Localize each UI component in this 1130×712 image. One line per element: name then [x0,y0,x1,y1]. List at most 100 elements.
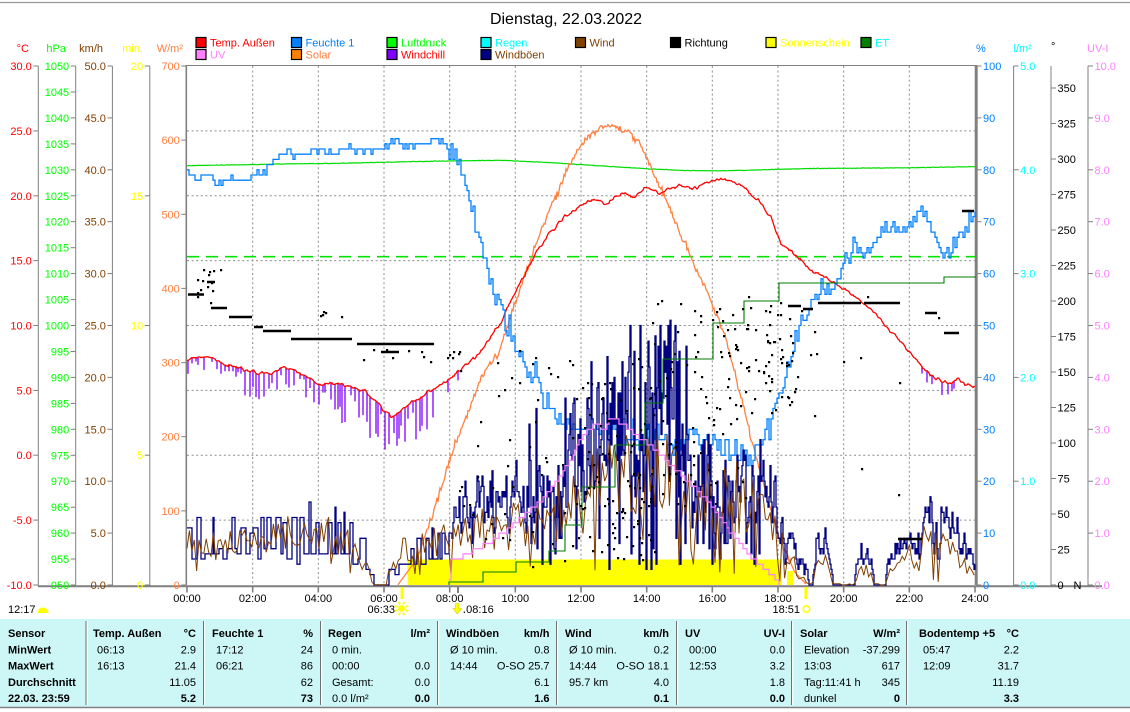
svg-text:40: 40 [983,372,995,384]
svg-text:965: 965 [51,502,69,514]
svg-text:125: 125 [1058,403,1076,415]
svg-text:10:00: 10:00 [502,593,530,605]
svg-text:Sonnenschein: Sonnenschein [780,38,850,50]
svg-text:Bodentemp +5: Bodentemp +5 [919,628,995,640]
svg-text:1000: 1000 [45,321,69,333]
svg-text:0: 0 [983,580,989,592]
svg-text:Wind: Wind [565,628,592,640]
svg-text:20: 20 [983,476,995,488]
svg-text:Gesamt:: Gesamt: [332,677,374,689]
svg-text:50.0: 50.0 [84,61,105,73]
svg-text:980: 980 [51,424,69,436]
svg-text:30.0: 30.0 [10,61,31,73]
svg-text:°C: °C [184,628,196,640]
svg-text:-5.0: -5.0 [13,515,32,527]
svg-text:25.0: 25.0 [10,126,31,138]
svg-text:4.0: 4.0 [1020,165,1035,177]
svg-text:Windböen: Windböen [446,628,499,640]
svg-text:950: 950 [51,580,69,592]
svg-text:12:09: 12:09 [923,661,951,673]
svg-text:1040: 1040 [45,113,69,125]
svg-text:11.19: 11.19 [992,677,1019,689]
svg-text:N: N [1074,580,1082,592]
svg-text:Regen: Regen [328,628,362,640]
svg-text:0.0: 0.0 [17,450,32,462]
svg-text:0.2: 0.2 [654,644,669,656]
svg-text:0: 0 [137,580,143,592]
svg-text:Dienstag, 22.03.2022: Dienstag, 22.03.2022 [490,11,642,28]
svg-text:4.0: 4.0 [654,677,669,689]
svg-text:Temp. Außen: Temp. Außen [93,628,162,640]
svg-text:0.0 l/m²: 0.0 l/m² [332,693,369,705]
svg-text:5.0: 5.0 [1095,321,1110,333]
svg-text:10.0: 10.0 [10,321,31,333]
svg-text:0.0: 0.0 [91,580,106,592]
svg-text:W/m²: W/m² [873,628,900,640]
svg-text:345: 345 [882,677,900,689]
svg-text:0.0: 0.0 [770,644,785,656]
svg-text:1025: 1025 [45,191,69,203]
svg-text:8.0: 8.0 [1095,165,1110,177]
svg-text:․08:16: ․08:16 [463,604,494,616]
svg-text:1035: 1035 [45,139,69,151]
svg-text:1.8: 1.8 [770,677,785,689]
svg-text:°: ° [1051,41,1055,53]
svg-text:3.0: 3.0 [1020,269,1035,281]
svg-text:11.05: 11.05 [169,677,196,689]
svg-text:%: % [976,43,986,55]
svg-text:600: 600 [161,135,179,147]
svg-text:°C: °C [1007,628,1019,640]
svg-text:1050: 1050 [45,61,69,73]
svg-text:3.3: 3.3 [1004,693,1019,705]
svg-text:150: 150 [1058,367,1076,379]
svg-text:17:12: 17:12 [216,644,244,656]
svg-text:14:44: 14:44 [569,661,597,673]
svg-text:km/h: km/h [524,628,550,640]
svg-text:300: 300 [1058,154,1076,166]
svg-text:00:00: 00:00 [689,644,717,656]
svg-text:0.0: 0.0 [1095,580,1110,592]
svg-text:9.0: 9.0 [1095,113,1110,125]
svg-text:970: 970 [51,476,69,488]
svg-text:100: 100 [161,506,179,518]
svg-text:-10.0: -10.0 [7,580,32,592]
svg-text:0.0: 0.0 [415,677,430,689]
svg-text:Durchschnitt: Durchschnitt [8,677,76,689]
svg-text:62: 62 [301,677,313,689]
svg-text:2.0: 2.0 [1020,372,1035,384]
svg-text:Solar: Solar [306,50,332,62]
svg-text:500: 500 [161,209,179,221]
svg-text:00:00: 00:00 [332,661,360,673]
svg-text:40.0: 40.0 [84,165,105,177]
svg-text:00:00: 00:00 [173,593,201,605]
svg-text:14:00: 14:00 [633,593,661,605]
svg-text:10.0: 10.0 [84,476,105,488]
svg-text:10: 10 [131,321,143,333]
svg-text:990: 990 [51,372,69,384]
svg-text:Elevation: Elevation [804,644,849,656]
svg-text:ET: ET [875,38,889,50]
svg-text:Temp. Außen: Temp. Außen [210,38,275,50]
svg-text:Regen: Regen [495,38,527,50]
svg-text:5.2: 5.2 [181,693,196,705]
svg-text:0 min.: 0 min. [332,644,362,656]
svg-text:960: 960 [51,528,69,540]
svg-text:Feuchte 1: Feuchte 1 [306,38,355,50]
svg-text:1005: 1005 [45,295,69,307]
svg-text:5: 5 [137,450,143,462]
svg-text:175: 175 [1058,332,1076,344]
svg-text:225: 225 [1058,261,1076,273]
svg-text:UV: UV [685,628,701,640]
svg-text:UV: UV [210,50,226,62]
svg-text:0.0: 0.0 [415,661,430,673]
svg-text:16:13: 16:13 [97,661,125,673]
svg-text:min.: min. [122,43,143,55]
svg-text:O-SO 25.7: O-SO 25.7 [497,661,550,673]
svg-text:Tag:11:41 h: Tag:11:41 h [804,677,861,689]
svg-text:275: 275 [1058,190,1076,202]
svg-text:617: 617 [882,661,900,673]
svg-text:06:00: 06:00 [370,593,398,605]
svg-text:-37.299: -37.299 [863,644,900,656]
svg-text:45.0: 45.0 [84,113,105,125]
svg-text:04:00: 04:00 [305,593,333,605]
